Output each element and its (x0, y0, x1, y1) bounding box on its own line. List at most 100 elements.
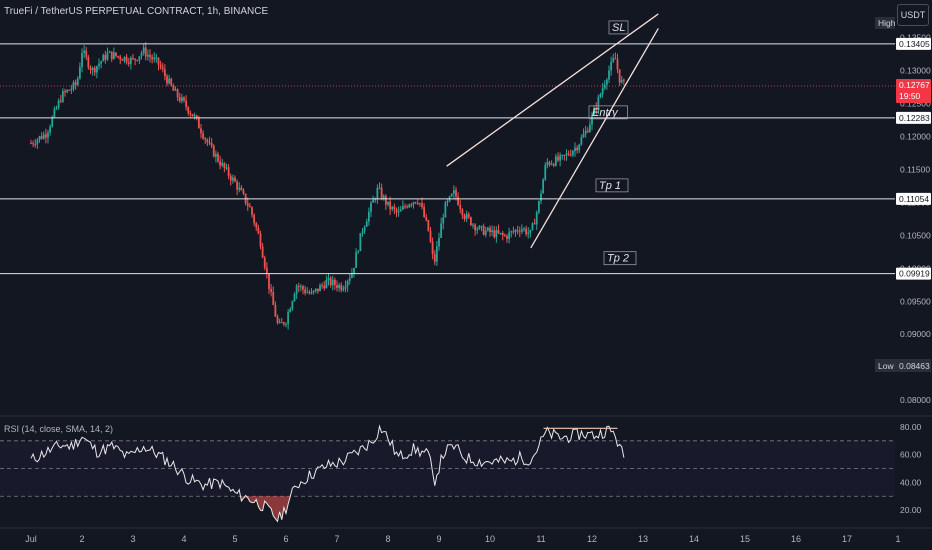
candle-body (452, 190, 455, 194)
candle-body (367, 211, 370, 222)
candle-body (472, 224, 474, 226)
candle-body (342, 288, 345, 291)
candle-body (331, 279, 334, 286)
candle-body (134, 58, 137, 60)
time-tick-label: 15 (740, 534, 750, 544)
candle-body (136, 59, 139, 61)
candle-body (287, 312, 290, 324)
candle-body (363, 226, 366, 232)
candle-body (236, 181, 239, 190)
candle-body (574, 147, 576, 152)
candle-body (183, 97, 185, 101)
candle-body (282, 322, 285, 325)
candle-body (214, 153, 217, 157)
candle-body (444, 202, 447, 218)
candle-body (512, 231, 515, 233)
candle-body (518, 231, 521, 233)
candle-body (603, 84, 606, 89)
candle-body (374, 199, 377, 201)
level-tag-box (588, 105, 628, 120)
candle-body (414, 202, 417, 204)
candle-body (476, 229, 479, 231)
candle-body (584, 130, 587, 135)
candle-body (225, 167, 228, 169)
rsi-title: RSI (14, close, SMA, 14, 2) (4, 424, 114, 434)
candle-body (410, 204, 413, 206)
candle-body (508, 232, 511, 239)
candle-body (234, 177, 236, 182)
candle-body (123, 56, 126, 61)
candle-body (544, 165, 547, 180)
high-label-bg (875, 17, 895, 29)
time-tick-label: 11 (536, 534, 545, 544)
countdown-tag: 19:50 (899, 91, 921, 101)
level-tag: Entry (592, 107, 619, 119)
time-tick-label: Jul (25, 534, 37, 544)
rsi-tick-label: 20.00 (900, 505, 922, 515)
candle-body (295, 285, 298, 295)
candle-body (223, 162, 226, 169)
candle-body (187, 107, 190, 113)
candle-body (89, 67, 92, 70)
candle-body (474, 224, 477, 231)
candle-body (380, 187, 383, 199)
candle-body (47, 132, 49, 138)
candle-body (297, 285, 300, 287)
candle-body (172, 85, 175, 91)
candle-body (378, 187, 381, 189)
candle-body (178, 97, 181, 102)
candle-body (554, 156, 557, 166)
candle-body (495, 230, 498, 238)
candle-body (293, 294, 296, 302)
candle-body (163, 69, 166, 77)
candle-body (268, 273, 270, 289)
candle-body (523, 228, 525, 230)
candle-body (499, 232, 502, 234)
candle-body (423, 206, 426, 217)
candle-body (520, 229, 523, 232)
candle-body (501, 232, 504, 236)
candle-body (102, 55, 105, 62)
candle-body (310, 292, 313, 294)
rsi-tick-label: 40.00 (900, 477, 922, 487)
candle-body (529, 229, 532, 233)
level-tag: SL (612, 22, 625, 34)
time-tick-label: 6 (283, 534, 288, 544)
candle-body (418, 203, 421, 205)
candle-body (255, 223, 258, 228)
candle-body (49, 126, 52, 133)
currency-button[interactable]: USDT (897, 4, 929, 26)
candle-body (382, 196, 385, 199)
candle-body (533, 223, 536, 225)
candle-body (259, 233, 262, 247)
candle-body (74, 82, 77, 85)
candle-body (540, 193, 542, 201)
candle-body (34, 144, 37, 146)
candle-body (276, 316, 279, 323)
price-tick-label: 0.13000 (900, 66, 931, 76)
candle-body (593, 107, 596, 115)
candle-body (185, 100, 188, 108)
candle-body (467, 213, 470, 218)
candle-body (270, 288, 273, 292)
candle-body (412, 202, 415, 205)
candle-body (200, 128, 202, 134)
candle-body (142, 47, 145, 54)
candle-body (376, 187, 379, 200)
candle-body (68, 89, 71, 91)
candle-body (408, 204, 411, 208)
candle-body (106, 52, 109, 60)
candle-body (274, 305, 277, 317)
candle-body (304, 289, 307, 293)
candle-body (138, 56, 141, 61)
candle-body (210, 142, 213, 146)
candle-body (153, 57, 156, 60)
candle-body (353, 267, 355, 274)
candle-body (59, 100, 62, 102)
candle-body (78, 66, 81, 79)
horizontal-levels: SL Entry Tp 1 Tp 2 (0, 20, 895, 275)
candle-body (565, 153, 568, 156)
candle-body (40, 136, 43, 139)
candle-body (246, 203, 249, 207)
